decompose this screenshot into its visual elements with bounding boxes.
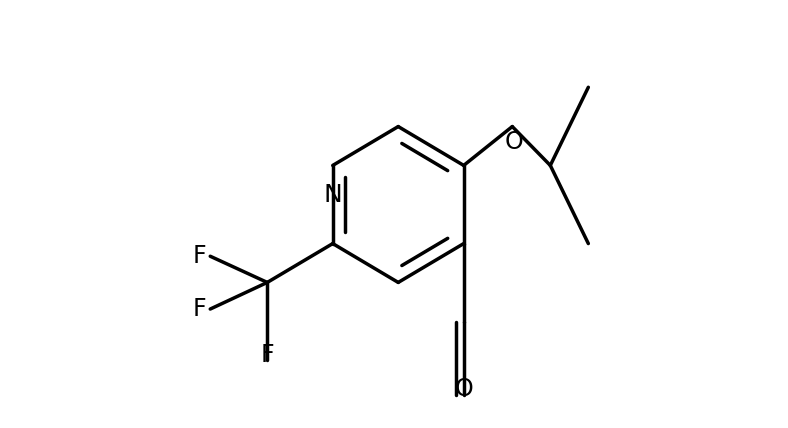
Text: F: F: [192, 244, 206, 268]
Text: O: O: [455, 377, 473, 401]
Text: F: F: [261, 343, 274, 367]
Text: N: N: [323, 183, 342, 207]
Text: F: F: [192, 297, 206, 321]
Text: O: O: [504, 130, 523, 154]
